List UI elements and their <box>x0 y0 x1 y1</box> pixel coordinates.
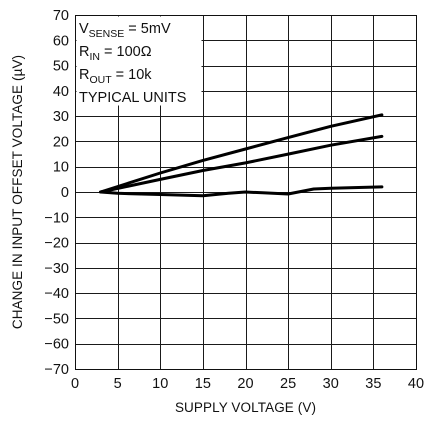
y-tick-label: 60 <box>53 33 69 49</box>
y-tick-label: −10 <box>44 210 69 226</box>
y-tick-label: 70 <box>53 8 69 24</box>
annotation-line: TYPICAL UNITS <box>79 90 186 106</box>
y-tick-label: 50 <box>53 59 69 75</box>
y-tick-label: 0 <box>61 185 69 201</box>
x-tick-label: 35 <box>365 376 381 392</box>
y-tick-label: −70 <box>44 362 69 378</box>
series-lines <box>99 113 384 198</box>
y-tick-label: 30 <box>53 109 69 125</box>
y-axis-title: CHANGE IN INPUT OFFSET VOLTAGE (µV) <box>10 55 25 329</box>
x-tick-labels: 0 5 10 15 20 25 30 35 40 <box>71 376 424 392</box>
annotation-box: VSENSE = 5mV RIN = 100Ω ROUT = 10k TYPICAL … <box>76 16 202 106</box>
y-tick-label: −20 <box>44 236 69 252</box>
x-tick-label: 5 <box>114 376 122 392</box>
y-tick-label: −30 <box>44 261 69 277</box>
x-tick-label: 0 <box>71 376 79 392</box>
x-tick-label: 20 <box>237 376 253 392</box>
annotation-background <box>76 16 202 106</box>
x-tick-label: 40 <box>408 376 424 392</box>
plot-frame <box>74 14 418 371</box>
y-tick-label: −60 <box>44 337 69 353</box>
annotation-line: RIN = 100Ω <box>79 44 152 63</box>
x-tick-label: 15 <box>195 376 211 392</box>
y-tick-label: 10 <box>53 160 69 176</box>
y-tick-label: −50 <box>44 311 69 327</box>
y-tick-label: 40 <box>53 84 69 100</box>
x-tick-label: 25 <box>280 376 296 392</box>
y-tick-label: −40 <box>44 286 69 302</box>
series-line-1 <box>99 113 384 194</box>
y-tick-labels: 70 60 50 40 30 20 10 0 −10 −20 −30 −40 −50 −60 −70 <box>44 8 69 378</box>
y-tick-label: 20 <box>53 134 69 150</box>
x-tick-label: 10 <box>152 376 168 392</box>
annotation-line: ROUT = 10k <box>79 67 152 86</box>
series-line-3 <box>99 185 384 198</box>
series-line-2 <box>99 134 384 194</box>
x-tick-label: 30 <box>323 376 339 392</box>
x-axis-title: SUPPLY VOLTAGE (V) <box>175 400 316 415</box>
annotation-line: VSENSE = 5mV <box>79 21 171 40</box>
